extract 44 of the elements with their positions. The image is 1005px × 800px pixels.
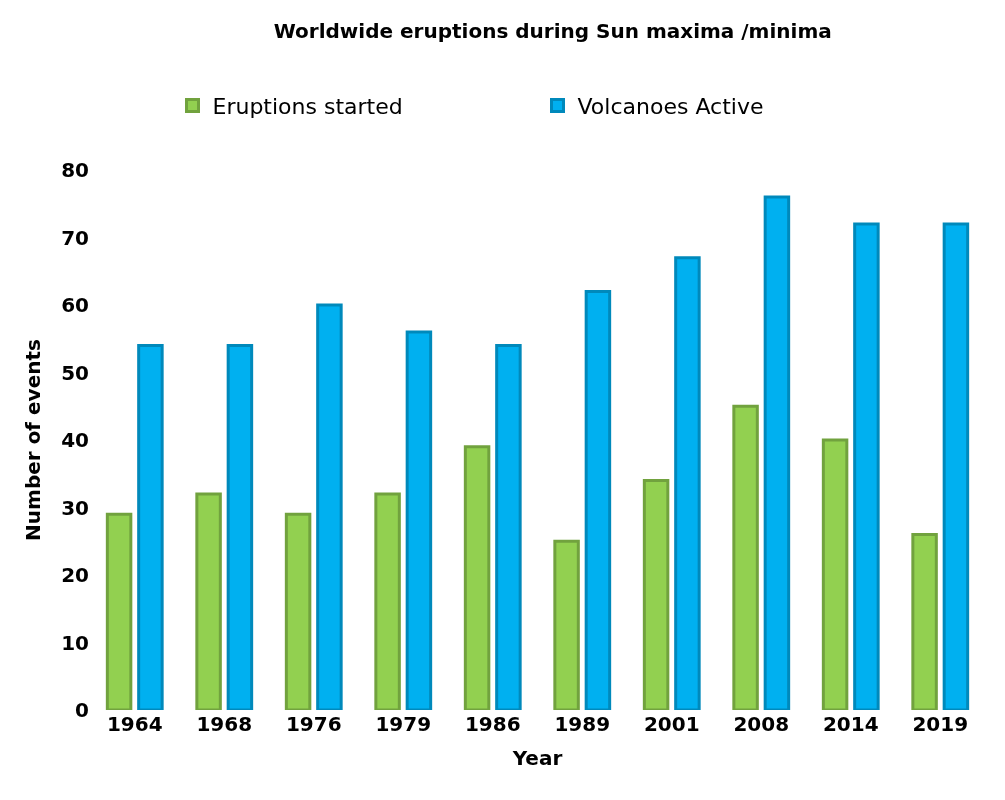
y-tick-label: 80: [61, 158, 89, 182]
x-tick-label: 2008: [733, 712, 790, 736]
bar: [137, 344, 164, 710]
bar: [495, 344, 522, 710]
x-tick-label: 2019: [912, 712, 969, 736]
x-axis-title: Year: [511, 745, 563, 770]
x-tick-label: 1986: [464, 712, 521, 736]
y-tick-label: 0: [75, 698, 89, 722]
bar: [405, 330, 433, 710]
x-tick-label: 2014: [822, 712, 879, 736]
bar: [911, 533, 938, 710]
x-tick-label: 2001: [643, 712, 700, 736]
x-tick-label: 1979: [375, 712, 432, 736]
x-tick-label: 1964: [106, 712, 163, 736]
y-tick-label: 40: [61, 428, 89, 452]
bar: [284, 512, 312, 710]
bar: [463, 445, 491, 710]
bar: [642, 479, 670, 710]
bar: [732, 404, 759, 710]
chart-title: Worldwide eruptions during Sun maxima /minima: [273, 19, 832, 43]
bar: [195, 492, 222, 710]
bar: [821, 438, 849, 710]
y-tick-label: 20: [61, 563, 89, 587]
x-tick-label: 1989: [554, 712, 611, 736]
y-tick-label: 30: [61, 495, 89, 520]
bar: [853, 222, 880, 710]
y-tick-label: 70: [61, 225, 89, 250]
bar: [316, 303, 343, 710]
bar: [763, 195, 791, 710]
bar: [584, 290, 612, 710]
bar: [674, 256, 701, 710]
bar: [942, 222, 970, 710]
y-axis-title: Number of events: [20, 339, 45, 541]
legend-label: Eruptions started: [212, 94, 403, 120]
bar: [105, 512, 133, 710]
x-tick-label: 1968: [196, 712, 253, 736]
y-tick-label: 60: [61, 293, 89, 317]
y-tick-label: 50: [61, 360, 89, 385]
bar: [374, 492, 401, 710]
x-tick-label: 1976: [285, 712, 342, 736]
bar: [226, 344, 254, 710]
legend-label: Volcanoes Active: [577, 94, 764, 120]
y-tick-label: 10: [61, 630, 89, 655]
bar: [553, 539, 580, 710]
